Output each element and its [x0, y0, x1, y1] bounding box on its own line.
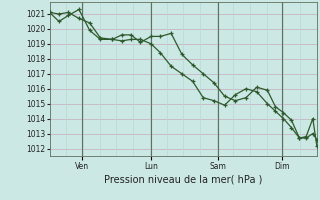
- X-axis label: Pression niveau de la mer( hPa ): Pression niveau de la mer( hPa ): [104, 175, 262, 185]
